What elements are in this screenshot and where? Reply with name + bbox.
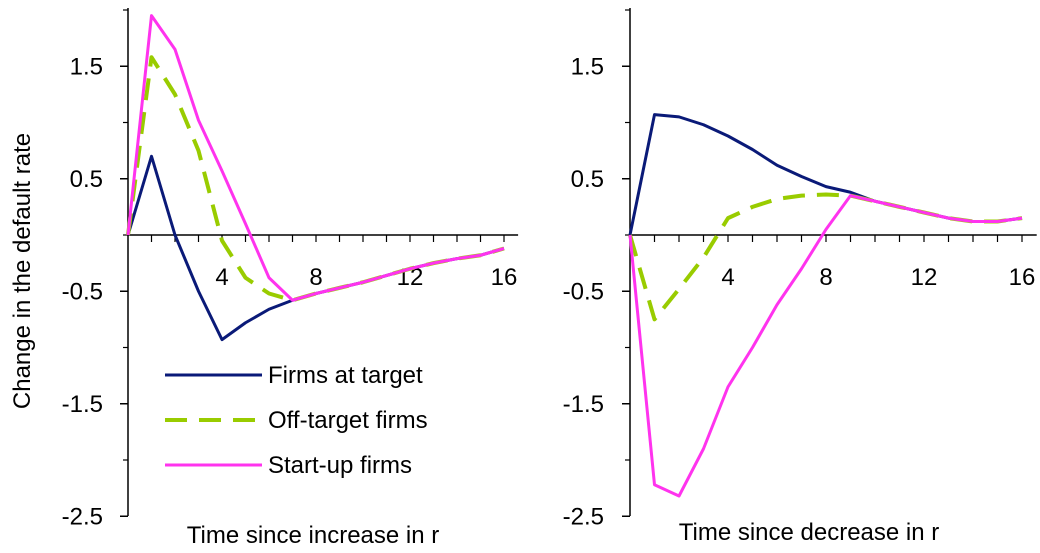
- legend: Firms at target Off-target firms Start-up …: [165, 362, 428, 479]
- y-tick-label: 1.5: [70, 53, 103, 80]
- y-tick-label: 0.5: [571, 166, 604, 193]
- y-tick-label: 0.5: [70, 166, 103, 193]
- y-tick-label: -2.5: [62, 503, 103, 530]
- x-axis-label-left: Time since increase in r: [187, 522, 440, 549]
- x-tick-label: 16: [491, 264, 518, 291]
- x-tick-label: 8: [819, 264, 832, 291]
- y-axis-label: Change in the default rate: [9, 133, 36, 409]
- x-tick-label: 12: [911, 264, 938, 291]
- right-panel: 1.5 0.5 -0.5 -1.5 -2.5 4 8 12 16: [563, 8, 1037, 530]
- y-tick-label: 1.5: [571, 53, 604, 80]
- x-axis-label-right: Time since decrease in r: [679, 519, 940, 546]
- x-tick-label: 8: [309, 264, 322, 291]
- legend-label: Firms at target: [268, 362, 423, 389]
- y-tick-label: -0.5: [62, 278, 103, 305]
- legend-label: Off-target firms: [268, 407, 428, 434]
- y-tick-label: -0.5: [563, 278, 604, 305]
- y-tick-label: -1.5: [62, 391, 103, 418]
- y-tick-label: -2.5: [563, 503, 604, 530]
- series-line-firms-at-target: [628, 113, 1023, 236]
- x-tick-label: 16: [1009, 264, 1036, 291]
- left-panel: 1.50.5-0.5-1.5-2.54 8 12 16: [62, 8, 519, 530]
- legend-label: Start-up firms: [268, 452, 412, 479]
- series-line-off-target-firms: [628, 192, 1023, 322]
- x-tick-label: 4: [721, 264, 734, 291]
- y-tick-label: -1.5: [563, 391, 604, 418]
- series-line-start-up-firms: [126, 14, 505, 302]
- series-line-firms-at-target: [126, 154, 505, 342]
- series-line-start-up-firms: [628, 194, 1023, 498]
- x-tick-label: 4: [215, 264, 228, 291]
